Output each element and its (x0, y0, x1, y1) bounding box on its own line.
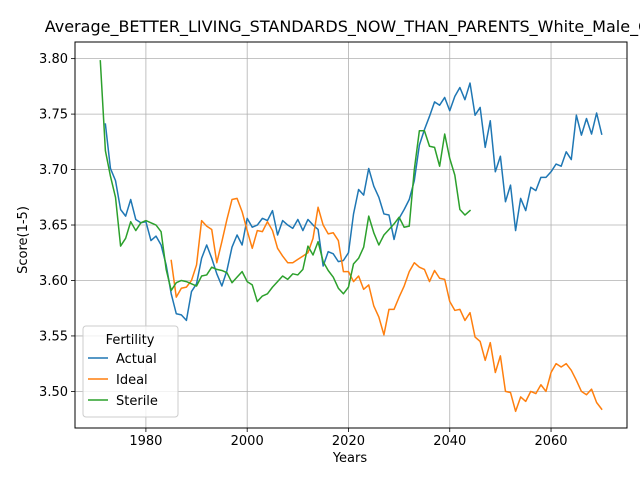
series-line-ideal (170, 197, 603, 413)
x-axis-label: Years (332, 451, 368, 466)
y-tick-label: 3.50 (39, 385, 68, 400)
x-tick-label: 1980 (129, 434, 162, 449)
y-tick-label: 3.65 (39, 219, 68, 234)
series-line-actual (104, 82, 603, 322)
chart-title: Average_BETTER_LIVING_STANDARDS_NOW_THAN… (45, 17, 640, 37)
series-lines (99, 60, 603, 413)
series-line-sterile (99, 60, 472, 303)
y-axis-label: Score(1-5) (16, 206, 31, 274)
legend-label-actual: Actual (116, 352, 157, 367)
axis-ticks: 1980 2000 2020 2040 2060 3.50 3.55 3.60 3.65 3.70… (39, 52, 568, 449)
y-tick-label: 3.80 (39, 52, 68, 67)
grid (75, 42, 627, 428)
legend-entries: Actual Ideal Sterile (88, 352, 158, 409)
legend: Fertility Actual Ideal Sterile (82, 325, 179, 418)
x-tick-label: 2040 (433, 434, 466, 449)
plot-frame (74, 41, 628, 429)
y-tick-label: 3.70 (39, 163, 68, 178)
y-tick-label: 3.60 (39, 274, 68, 289)
y-tick-label: 3.55 (39, 329, 68, 344)
legend-title: Fertility (106, 333, 155, 348)
legend-box (82, 325, 179, 418)
legend-label-sterile: Sterile (116, 394, 158, 409)
x-tick-label: 2060 (534, 434, 567, 449)
x-tick-label: 2000 (231, 434, 264, 449)
legend-label-ideal: Ideal (116, 373, 148, 388)
x-tick-label: 2020 (332, 434, 365, 449)
y-tick-label: 3.75 (39, 108, 68, 123)
